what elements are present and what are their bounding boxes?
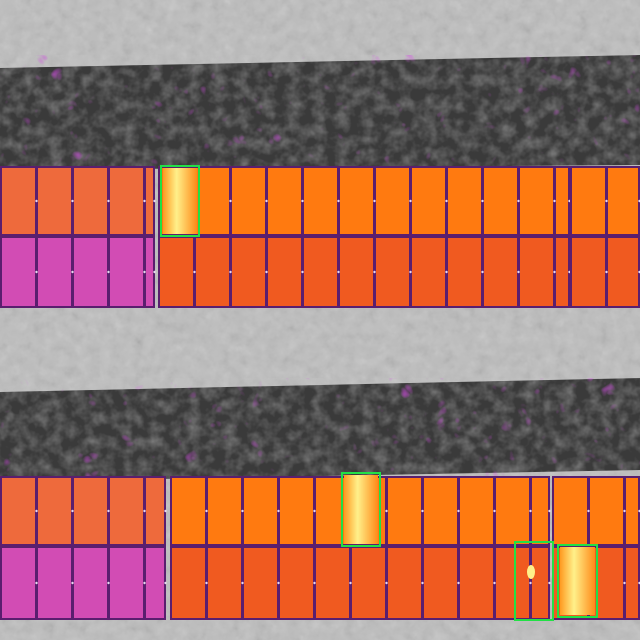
lower-vegetation (0, 378, 640, 482)
solar-module (340, 168, 373, 234)
detection-hotspot-1 (161, 166, 199, 236)
panel-table (0, 166, 156, 308)
solar-module (2, 238, 35, 306)
solar-module (590, 478, 623, 544)
solar-module (496, 478, 529, 544)
solar-module (268, 168, 301, 234)
solar-module (172, 548, 205, 618)
hotspot-module (163, 168, 197, 234)
lower-panel-row (0, 476, 640, 620)
solar-module (388, 478, 421, 544)
upper-panel-row (0, 166, 640, 308)
solar-module (74, 548, 107, 618)
solar-module (608, 168, 638, 234)
solar-module (208, 478, 241, 544)
solar-module (316, 548, 349, 618)
solar-module (304, 168, 337, 234)
solar-module (146, 478, 164, 544)
solar-module (38, 168, 71, 234)
hotspot-module (344, 475, 378, 544)
solar-module (424, 478, 457, 544)
solar-module (146, 548, 164, 618)
solar-module (448, 238, 481, 306)
solar-module (412, 168, 445, 234)
solar-module (280, 548, 313, 618)
solar-module (484, 168, 517, 234)
solar-module (172, 478, 205, 544)
solar-module (2, 168, 35, 234)
solar-module (556, 238, 568, 306)
solar-module (2, 548, 35, 618)
panel-table (570, 166, 640, 308)
solar-module (160, 238, 193, 306)
solar-module (340, 238, 373, 306)
solar-module (556, 168, 568, 234)
hotspot-point (527, 565, 535, 579)
solar-module (38, 548, 71, 618)
solar-module (460, 548, 493, 618)
solar-module (74, 238, 107, 306)
solar-module (532, 478, 548, 544)
solar-module (244, 478, 277, 544)
detection-hotspot-2 (342, 473, 380, 546)
solar-module (196, 168, 229, 234)
solar-module (2, 478, 35, 544)
solar-module (520, 238, 553, 306)
solar-module (110, 168, 143, 234)
solar-module (532, 548, 548, 618)
solar-module (484, 238, 517, 306)
solar-module (38, 238, 71, 306)
solar-module (280, 478, 313, 544)
solar-module (304, 238, 337, 306)
solar-module (208, 548, 241, 618)
solar-module (376, 238, 409, 306)
solar-module (352, 548, 385, 618)
solar-module (268, 238, 301, 306)
panel-table (0, 476, 167, 620)
solar-module (38, 478, 71, 544)
solar-module (110, 478, 143, 544)
solar-module (110, 548, 143, 618)
solar-module (608, 238, 638, 306)
solar-module (388, 548, 421, 618)
detection-hotspot-4 (558, 545, 597, 617)
solar-module (244, 548, 277, 618)
solar-module (572, 238, 605, 306)
solar-module (232, 168, 265, 234)
hotspot-module (560, 547, 595, 615)
solar-module (626, 478, 638, 544)
solar-module (74, 478, 107, 544)
solar-module (74, 168, 107, 234)
solar-module (146, 168, 153, 234)
solar-module (496, 548, 529, 618)
solar-module (376, 168, 409, 234)
solar-module (412, 238, 445, 306)
solar-module (146, 238, 153, 306)
panel-table (158, 166, 571, 308)
solar-module (460, 478, 493, 544)
solar-module (232, 238, 265, 306)
solar-module (110, 238, 143, 306)
solar-module (424, 548, 457, 618)
solar-module (448, 168, 481, 234)
solar-module (196, 238, 229, 306)
upper-vegetation (0, 55, 640, 170)
solar-module (554, 478, 587, 544)
solar-module (520, 168, 553, 234)
solar-module (626, 548, 638, 618)
solar-module (572, 168, 605, 234)
